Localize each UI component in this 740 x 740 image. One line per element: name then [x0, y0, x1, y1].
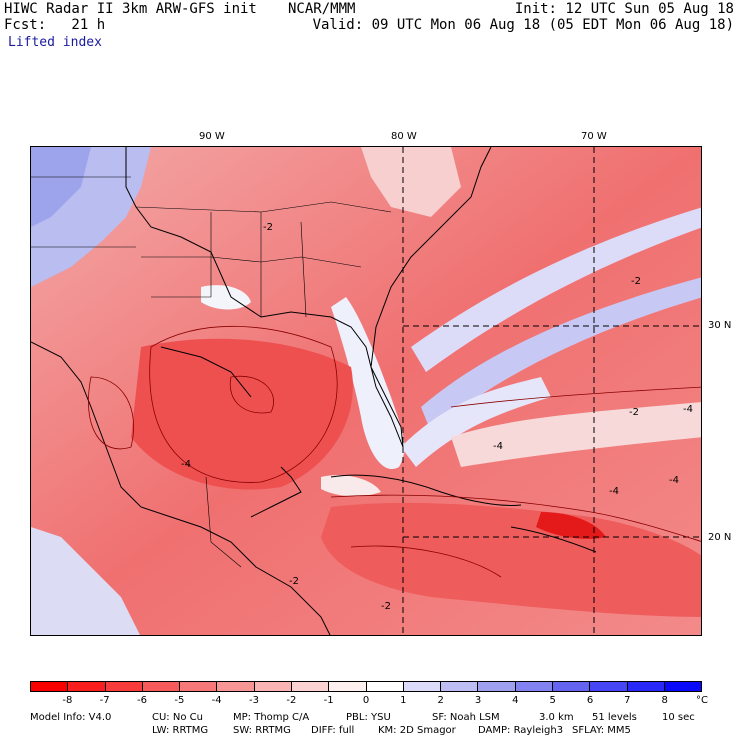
microphysics-scheme: MP: Thomp C/A [233, 712, 310, 723]
stable-region-pacific [31, 527, 140, 635]
stable-core-northwest [31, 147, 91, 227]
colorbar-tick-label: 2 [437, 695, 444, 706]
pale-region-northeast [361, 147, 461, 217]
time-step: 10 sec [662, 712, 695, 723]
graticule [402, 147, 701, 635]
colorbar-segment [142, 682, 181, 691]
colorbar-segment [31, 682, 69, 691]
longwave-scheme: LW: RRTMG [152, 725, 209, 736]
gulf-unstable-core [131, 338, 353, 490]
pbl-scheme: PBL: YSU [346, 712, 391, 723]
stable-patch-interior [201, 285, 251, 310]
colorbar-segment [627, 682, 665, 691]
cumulus-scheme: CU: No Cu [152, 712, 203, 723]
colorbar-unit: °C [696, 695, 708, 706]
colorbar-tick-label: 0 [362, 695, 370, 706]
colorbar-segment [105, 682, 143, 691]
init-time: Init: 12 UTC Sun 05 Aug 18 [514, 1, 734, 17]
stable-band-1 [411, 207, 701, 372]
stable-patch-cuba [321, 475, 381, 497]
colorbar-tick-label: 3 [474, 695, 482, 706]
lon-label-70w: 70 W [581, 131, 607, 142]
colorbar-tick-label: -7 [99, 695, 110, 706]
stable-band-3 [401, 377, 551, 467]
colorbar-segment [515, 682, 553, 691]
pale-band-atlantic [451, 402, 701, 467]
model-title: HIWC Radar II 3km ARW-GFS init [4, 1, 257, 17]
colorbar-segment [180, 682, 218, 691]
colorbar-segment [68, 682, 106, 691]
contour-label: -4 [683, 404, 693, 415]
damping-setting: DAMP: Rayleigh3 [478, 725, 564, 736]
field-name: Lifted index [8, 35, 102, 50]
colorbar-tick-label: -8 [62, 695, 73, 706]
colorbar-segment [217, 682, 255, 691]
surface-scheme: SF: Noah LSM [432, 712, 500, 723]
lat-label-20n: 20 N [708, 532, 732, 543]
colorbar-tick-label: 6 [586, 695, 594, 706]
grid-spacing: 3.0 km [539, 712, 574, 723]
contour-label: -2 [263, 222, 273, 233]
diffusion-setting: DIFF: full [311, 725, 355, 736]
surface-layer-scheme: SFLAY: MM5 [572, 725, 631, 736]
colorbar-tick-label: -4 [211, 695, 222, 706]
forecast-hour: Fcst: 21 h [4, 17, 106, 33]
lat-label-30n: 30 N [708, 320, 732, 331]
colorbar [30, 681, 702, 692]
colorbar-segment [478, 682, 516, 691]
colorbar-segment [291, 682, 330, 691]
colorbar-segment [664, 682, 702, 691]
contour-label: -2 [381, 601, 391, 612]
colorbar-segment [441, 682, 479, 691]
contour-label: -4 [669, 475, 679, 486]
contour-label: -4 [609, 486, 619, 497]
contour-label: -4 [181, 459, 191, 470]
colorbar-tick-label: 4 [512, 695, 519, 706]
colorbar-tick-label: -2 [286, 695, 297, 706]
florida-stable-area [331, 297, 405, 469]
colorbar-tick-label: 1 [400, 695, 407, 706]
lon-label-90w: 90 W [199, 131, 225, 142]
shortwave-scheme: SW: RRTMG [233, 725, 291, 736]
colorbar-segment [590, 682, 628, 691]
caribbean-unstable-region [321, 502, 701, 617]
contour-label: -2 [289, 576, 299, 587]
stable-band-2 [421, 277, 701, 432]
map-canvas: -2 -2 -4 -2 -4 -4 -2 -4 -2 -4 [31, 147, 701, 635]
colorbar-tick-label: 5 [549, 695, 556, 706]
colorbar-segment [254, 682, 292, 691]
contour-lines [88, 325, 701, 578]
colorbar-tick-label: -6 [137, 695, 147, 706]
valid-time: Valid: 09 UTC Mon 06 Aug 18 (05 EDT Mon … [312, 17, 734, 33]
colorbar-segment [403, 682, 442, 691]
political-borders [31, 176, 392, 568]
caribbean-strong-core [536, 512, 606, 539]
coastlines [31, 147, 597, 635]
km-setting: KM: 2D Smagor [378, 725, 456, 736]
colorbar-segment [366, 682, 404, 691]
contour-label: -2 [629, 407, 639, 418]
colorbar-segment [552, 682, 591, 691]
colorbar-tick-label: 8 [661, 695, 668, 706]
colorbar-tick-label: 7 [624, 695, 631, 706]
colorbar-tick-label: -5 [174, 695, 185, 706]
colorbar-segment [329, 682, 367, 691]
colorbar-tick-label: -1 [323, 695, 334, 706]
colorbar-tick-label: -3 [249, 695, 259, 706]
contour-label: -4 [493, 441, 503, 452]
lon-label-80w: 80 W [391, 131, 417, 142]
lifted-index-map: -2 -2 -4 -2 -4 -4 -2 -4 -2 -4 [30, 146, 702, 636]
contour-label: -2 [631, 276, 641, 287]
vertical-levels: 51 levels [592, 712, 637, 723]
institution-label: NCAR/MMM [288, 1, 356, 17]
model-info: Model Info: V4.0 [30, 712, 112, 723]
